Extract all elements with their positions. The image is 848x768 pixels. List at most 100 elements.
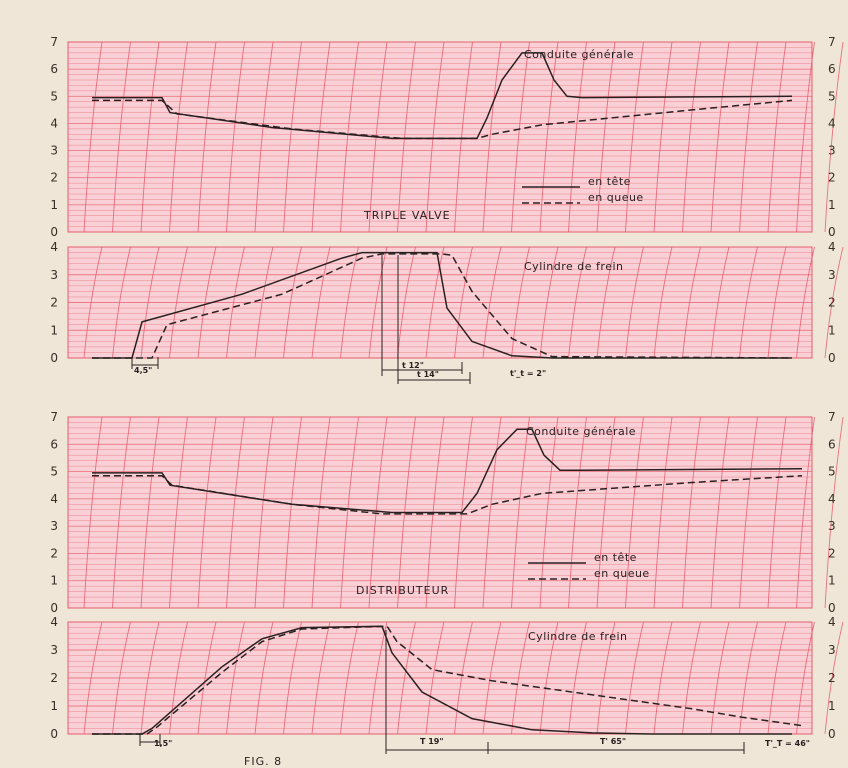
y-tick-label-left: 0 (50, 351, 58, 365)
y-tick-label-left: 7 (50, 35, 58, 49)
y-tick-label-right: 6 (828, 62, 836, 76)
time-arc (83, 246, 103, 359)
y-tick-label-left: 6 (50, 437, 58, 451)
y-tick-label-right: 2 (828, 171, 836, 185)
y-tick-label-left: 1 (50, 574, 58, 588)
time-arc (739, 416, 758, 609)
time-arc (226, 41, 245, 233)
time-arc (112, 246, 131, 359)
y-tick-label-left: 5 (50, 89, 58, 103)
y-tick-label-left: 0 (50, 601, 58, 615)
time-arc (169, 41, 188, 233)
y-tick-label-right: 3 (828, 519, 836, 533)
series-line-en-tete (92, 251, 792, 359)
time-arc (824, 41, 844, 233)
y-tick-label-left: 3 (50, 268, 58, 282)
time-arc (112, 41, 131, 233)
panel-frame (67, 246, 813, 359)
y-tick-label-right: 5 (828, 465, 836, 479)
y-tick-label-left: 4 (50, 240, 58, 254)
y-tick-label-right: 0 (828, 727, 836, 741)
y-tick-label-right: 2 (828, 671, 836, 685)
time-arc (425, 621, 445, 735)
time-arc (596, 621, 616, 735)
y-tick-label-left: 3 (50, 144, 58, 158)
y-tick-label-left: 3 (50, 643, 58, 657)
y-tick-label-left: 3 (50, 519, 58, 533)
chart-panels: 0 0 1 1 2 2 3 3 4 4 5 5 6 6 7 7 Conduite générale en tête… (50, 35, 844, 754)
time-arc (169, 621, 188, 735)
legend-label: en queue (588, 191, 644, 204)
time-annotation: T'_T = 46" (765, 739, 810, 748)
time-arc (425, 246, 445, 359)
time-arc (625, 621, 644, 735)
panel-frame (67, 416, 813, 609)
time-arc (283, 246, 302, 359)
time-arc (454, 416, 473, 609)
time-arc (739, 621, 758, 735)
time-annotation: T 19" (420, 737, 444, 746)
time-arc (682, 621, 701, 735)
time-arc (568, 416, 587, 609)
time-arc (340, 416, 359, 609)
time-arc (653, 416, 673, 609)
time-arc (397, 416, 416, 609)
panel-frame (67, 41, 813, 233)
time-arc (283, 621, 302, 735)
y-tick-label-right: 2 (828, 546, 836, 560)
time-arc (710, 621, 730, 735)
legend-label: en tête (594, 551, 637, 564)
time-arc (511, 416, 530, 609)
y-tick-label-left: 4 (50, 615, 58, 629)
y-tick-label-left: 2 (50, 546, 58, 560)
y-tick-label-right: 3 (828, 268, 836, 282)
chart-panel-1: 0 0 1 1 2 2 3 3 4 4 5 5 6 6 7 7 Conduite générale en tête… (50, 35, 844, 239)
time-arc (226, 416, 245, 609)
time-arc (454, 246, 473, 359)
time-arc (197, 621, 217, 735)
series-line-en-queue (92, 253, 793, 359)
y-tick-label-right: 4 (828, 240, 836, 254)
y-tick-label-left: 0 (50, 727, 58, 741)
time-arc (397, 621, 416, 735)
time-arc (197, 246, 217, 359)
y-tick-label-right: 1 (828, 574, 836, 588)
time-arc (710, 41, 730, 233)
time-arc (226, 621, 245, 735)
time-arc (340, 41, 359, 233)
y-tick-label-left: 4 (50, 492, 58, 506)
legend-label: en queue (594, 567, 650, 580)
chart-panel-3: 0 0 1 1 2 2 3 3 4 4 5 5 6 6 7 7 Conduite générale en tête… (50, 410, 844, 615)
time-arc (596, 246, 616, 359)
time-arc (169, 416, 188, 609)
section-title-triple-valve: TRIPLE VALVE (363, 209, 451, 222)
time-arc (511, 246, 530, 359)
time-arc (425, 41, 445, 233)
time-arc (197, 41, 217, 233)
time-annotation: t'_t = 2" (510, 369, 546, 378)
time-arc (625, 41, 644, 233)
time-arc (653, 41, 673, 233)
time-arc (596, 416, 616, 609)
time-arc (83, 621, 103, 735)
time-arc (368, 246, 388, 359)
time-arc (682, 41, 701, 233)
y-tick-label-left: 1 (50, 198, 58, 212)
time-arc (311, 621, 331, 735)
y-tick-label-left: 7 (50, 410, 58, 424)
y-tick-label-right: 5 (828, 89, 836, 103)
time-arc (397, 246, 416, 359)
y-tick-label-left: 2 (50, 296, 58, 310)
time-arc (83, 416, 103, 609)
time-arc (254, 246, 274, 359)
time-annotation: t 14" (417, 370, 439, 379)
y-tick-label-right: 7 (828, 35, 836, 49)
time-arc (283, 416, 302, 609)
time-annotation: T' 65" (600, 737, 626, 746)
time-arc (568, 621, 587, 735)
time-arc (568, 41, 587, 233)
y-tick-label-right: 0 (828, 601, 836, 615)
y-tick-label-left: 6 (50, 62, 58, 76)
chart-title: Cylindre de frein (524, 260, 624, 273)
time-arc (140, 246, 160, 359)
